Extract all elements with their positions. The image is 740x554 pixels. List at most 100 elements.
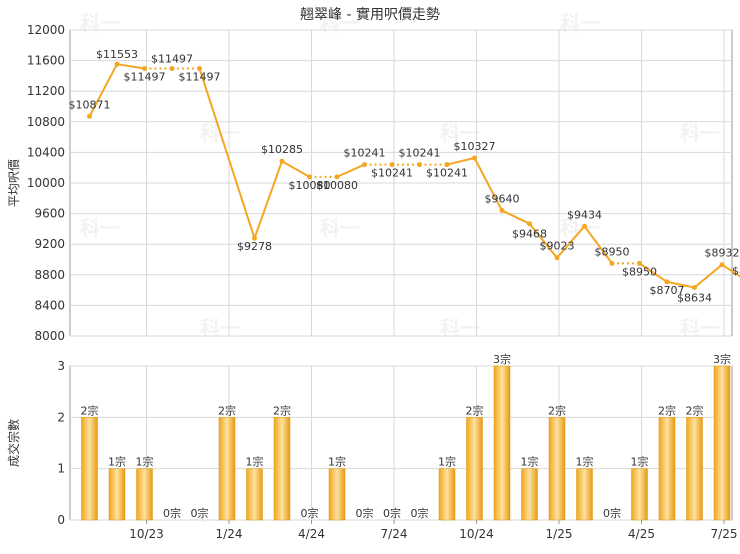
y-tick-label: 11200 <box>27 84 65 98</box>
bar-value-label: 1宗 <box>328 455 346 469</box>
bar-value-label: 0宗 <box>603 506 621 520</box>
bar-value-label: 3宗 <box>713 352 731 366</box>
bar <box>659 417 675 520</box>
line-value-label: $10241 <box>399 147 441 160</box>
line-value-label: $11497 <box>179 70 221 83</box>
x-tick-label: 10/24 <box>459 527 494 541</box>
y-tick-label: 8400 <box>34 298 65 312</box>
y-tick-label: 8800 <box>34 268 65 282</box>
bar <box>632 469 648 520</box>
line-value-label: $11553 <box>96 48 138 61</box>
y-tick-label: 9200 <box>34 237 65 251</box>
data-point <box>555 255 560 260</box>
bar-value-label: 2宗 <box>81 403 99 417</box>
bar <box>219 417 235 520</box>
x-tick-label: 1/25 <box>546 527 573 541</box>
bar-value-label: 0宗 <box>411 506 429 520</box>
watermark-text: 科一 <box>80 11 120 35</box>
line-value-label: $11497 <box>124 70 166 83</box>
data-point <box>115 62 120 67</box>
y-axis-title: 平均呎價 <box>7 159 21 207</box>
bar-value-label: 0宗 <box>383 506 401 520</box>
y-tick-label: 12000 <box>27 23 65 37</box>
bar-value-label: 0宗 <box>301 506 319 520</box>
data-point <box>280 159 285 164</box>
data-point <box>527 221 532 226</box>
line-value-label: $8950 <box>595 245 630 258</box>
y-tick-label: 9600 <box>34 207 65 221</box>
bar-value-label: 1宗 <box>631 455 649 469</box>
line-value-label: $9640 <box>485 193 520 206</box>
bar <box>714 366 730 520</box>
bar <box>522 469 538 520</box>
bar <box>274 417 290 520</box>
bar-value-label: 0宗 <box>191 506 209 520</box>
data-point <box>500 208 505 213</box>
data-point <box>582 224 587 229</box>
line-value-label: $8932 <box>705 247 740 260</box>
bar <box>577 469 593 520</box>
bar <box>137 469 153 520</box>
y-tick-label: 10800 <box>27 115 65 129</box>
bar-value-label: 2宗 <box>273 403 291 417</box>
line-value-label: $9468 <box>512 228 547 241</box>
line-value-label: $8950 <box>622 265 657 278</box>
bar-value-label: 2宗 <box>686 403 704 417</box>
data-point <box>472 155 477 160</box>
line-value-label: $8700 <box>732 264 740 277</box>
bar-value-label: 1宗 <box>438 455 456 469</box>
y-tick-label: 11600 <box>27 54 65 68</box>
watermark-text: 科一 <box>80 216 120 240</box>
bar <box>687 417 703 520</box>
line-value-label: $10241 <box>344 147 386 160</box>
data-point <box>720 262 725 267</box>
y-tick-label: 1 <box>57 462 65 476</box>
y-tick-label: 0 <box>57 513 65 527</box>
y-axis-title: 成交宗數 <box>6 419 21 467</box>
bar <box>467 417 483 520</box>
watermark-text: 科一 <box>680 121 720 145</box>
bar <box>329 469 345 520</box>
line-value-label: $10285 <box>261 143 303 156</box>
line-value-label: $11497 <box>151 52 193 65</box>
line-value-label: $9278 <box>237 240 272 253</box>
y-tick-label: 2 <box>57 410 65 424</box>
bar-value-label: 1宗 <box>521 455 539 469</box>
bar <box>439 469 455 520</box>
line-value-label: $10080 <box>316 179 358 192</box>
bar <box>247 469 263 520</box>
bar-value-label: 1宗 <box>246 455 264 469</box>
data-point <box>692 285 697 290</box>
line-value-label: $9023 <box>540 240 575 253</box>
bar <box>494 366 510 520</box>
bar-value-label: 3宗 <box>493 352 511 366</box>
bar-value-label: 2宗 <box>218 403 236 417</box>
bar <box>109 469 125 520</box>
watermark-text: 科一 <box>320 216 360 240</box>
line-value-label: $10241 <box>371 167 413 180</box>
bar-value-label: 1宗 <box>108 455 126 469</box>
data-point <box>362 162 367 167</box>
bar-value-label: 2宗 <box>548 403 566 417</box>
x-tick-label: 7/25 <box>711 527 738 541</box>
data-point <box>87 114 92 119</box>
x-tick-label: 4/24 <box>298 527 325 541</box>
line-value-label: $10327 <box>454 140 496 153</box>
y-tick-label: 3 <box>57 359 65 373</box>
line-value-label: $8634 <box>677 291 712 304</box>
y-tick-label: 8000 <box>34 329 65 343</box>
bar-value-label: 1宗 <box>576 455 594 469</box>
x-tick-label: 4/25 <box>628 527 655 541</box>
bar-value-label: 1宗 <box>136 455 154 469</box>
bar-value-label: 2宗 <box>658 403 676 417</box>
data-point <box>417 162 422 167</box>
x-tick-label: 1/24 <box>216 527 243 541</box>
y-tick-label: 10000 <box>27 176 65 190</box>
bar-value-label: 2宗 <box>466 403 484 417</box>
bar-value-label: 0宗 <box>163 506 181 520</box>
x-tick-label: 10/23 <box>129 527 164 541</box>
line-value-label: $9434 <box>567 208 602 221</box>
x-tick-label: 7/24 <box>381 527 408 541</box>
